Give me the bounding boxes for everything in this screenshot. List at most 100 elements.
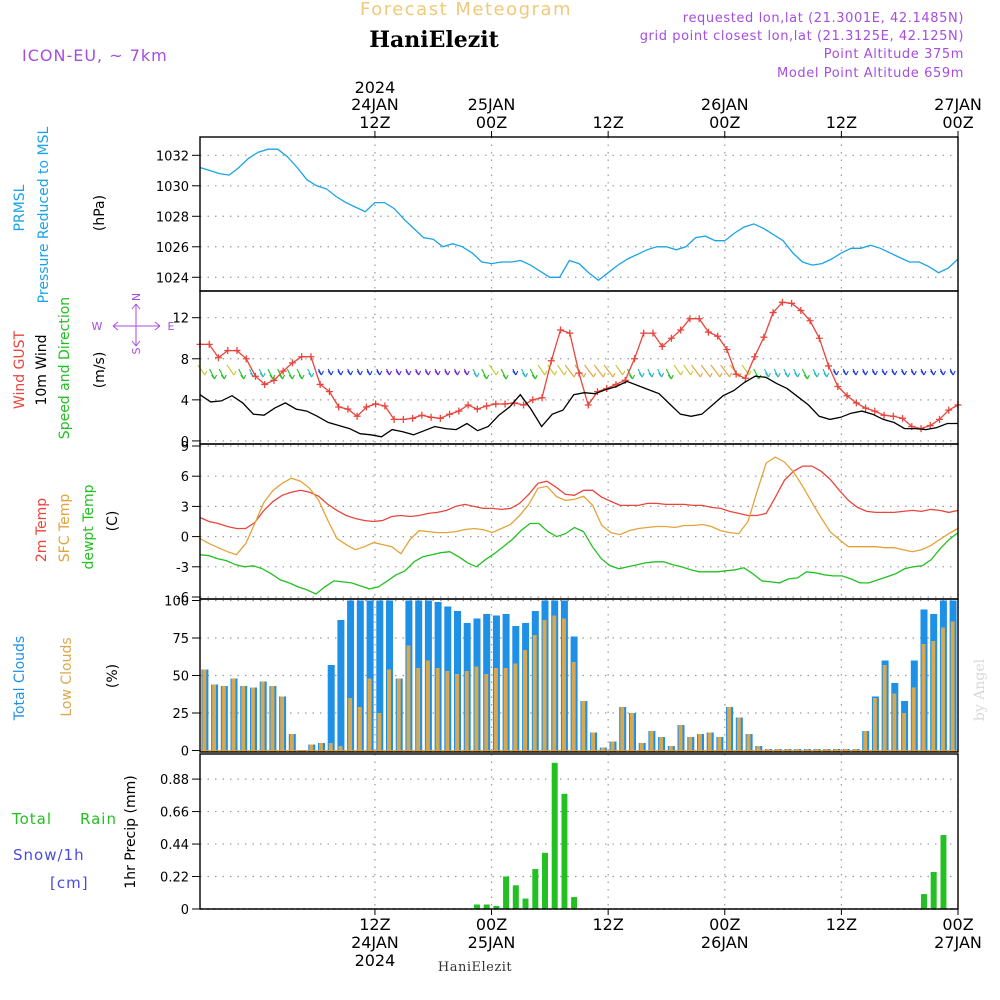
pressure-msl-label: Pressure Reduced to MSL	[36, 126, 52, 303]
panel-frame	[199, 598, 959, 753]
wind-arrow	[258, 368, 266, 378]
wind-arrow	[753, 368, 762, 380]
data-bar	[455, 674, 459, 752]
wind-arrow	[209, 368, 218, 380]
data-bar	[600, 747, 605, 752]
x-hour-label: 12Z	[592, 113, 623, 132]
cloud-labels: Total Clouds Low Clouds (%)	[12, 636, 121, 721]
gust-marker	[381, 402, 389, 410]
chart-title: Forecast Meteogram	[360, 0, 572, 20]
data-bar	[416, 668, 421, 752]
y-tick-label: 100	[164, 595, 189, 610]
data-bar	[464, 671, 469, 752]
wind-speed-dir-label: Speed and Direction	[57, 297, 73, 439]
y-tick-label: 0	[181, 531, 189, 546]
location-title: HaniElezit	[369, 27, 499, 53]
y-tick-label: 0	[181, 903, 189, 918]
x-day-label: 24JAN	[351, 933, 399, 952]
gust-marker	[288, 359, 296, 367]
gust-marker	[353, 412, 361, 420]
precip-total-label: Total	[11, 810, 52, 828]
wind-arrow	[615, 364, 626, 376]
pressure-panel: PRMSL Pressure Reduced to MSL (hPa) 1024…	[12, 126, 959, 303]
gust-marker	[335, 403, 343, 411]
gust-marker	[205, 340, 213, 348]
wind-arrow	[891, 368, 898, 376]
wind-arrow	[564, 364, 577, 378]
data-bar	[892, 693, 897, 752]
y-tick-label: 1028	[156, 210, 189, 225]
data-bar	[445, 671, 450, 752]
data-bar	[552, 615, 557, 752]
x-day-label: 27JAN	[934, 95, 982, 114]
series-line	[199, 375, 958, 438]
gust-marker	[520, 401, 528, 409]
wind-arrow	[673, 364, 684, 376]
gust-marker	[233, 347, 241, 355]
wind-arrow	[405, 368, 412, 376]
gust-marker	[788, 299, 796, 307]
data-bar	[561, 793, 568, 909]
wind-arrow	[521, 368, 529, 378]
data-bar	[571, 897, 577, 909]
y-tick-label: 9	[181, 440, 189, 455]
data-bar	[659, 737, 664, 752]
low-clouds-label: Low Clouds	[59, 637, 75, 716]
x-hour-label: 00Z	[709, 113, 740, 132]
clouds-panel: Total Clouds Low Clouds (%) by Angel 0 25…	[12, 595, 988, 760]
wind-arrow	[741, 364, 752, 376]
data-bar	[435, 668, 440, 752]
requested-coords: requested lon,lat (21.3001E, 42.1485N)	[683, 11, 964, 26]
data-bar	[873, 698, 877, 752]
wind-arrow	[286, 368, 295, 380]
gust-marker	[575, 369, 583, 377]
gust-marker	[251, 372, 259, 380]
y-tick-label: 0	[181, 745, 189, 760]
wind-arrow	[386, 368, 392, 376]
precip-rain-label: Rain	[80, 810, 117, 828]
data-bar	[532, 635, 537, 752]
wind-arrow	[657, 368, 665, 378]
wind-arrow	[574, 364, 587, 378]
data-bar	[319, 743, 323, 752]
compass-arrows-icon	[112, 303, 161, 347]
data-bar	[299, 750, 304, 752]
clouds-unit: (%)	[105, 664, 121, 688]
data-bar	[940, 835, 947, 909]
series-line	[199, 522, 959, 595]
gust-marker	[815, 334, 823, 342]
gust-marker	[825, 362, 833, 370]
wind-arrow	[424, 368, 431, 376]
plot-area: 0 4 8 12	[172, 290, 962, 450]
x-day-label: 26JAN	[701, 95, 749, 114]
wind-arrow	[415, 368, 422, 376]
y-tick-label: 0	[181, 435, 189, 450]
panel-frame	[199, 136, 959, 292]
wind-arrow	[444, 368, 451, 376]
gust-marker	[936, 415, 944, 423]
x-year-label: 2024	[355, 78, 396, 97]
gust-marker	[446, 410, 454, 418]
y-tick-label: 1024	[156, 271, 189, 286]
gust-marker	[372, 400, 380, 408]
data-bar	[221, 686, 226, 752]
gust-marker	[501, 400, 509, 408]
gust-marker	[649, 329, 657, 337]
gust-marker	[362, 403, 370, 411]
plot-area: 0 25 50 75 100	[164, 595, 959, 760]
data-bar	[202, 669, 207, 752]
pressure-labels: PRMSL Pressure Reduced to MSL (hPa)	[12, 126, 108, 303]
wind-arrow	[556, 364, 567, 376]
data-bar	[678, 725, 683, 752]
data-bar	[717, 737, 722, 752]
data-bar	[337, 620, 345, 752]
gust-marker	[926, 422, 934, 430]
x-hour-label: 00Z	[476, 113, 507, 132]
y-tick-label: 75	[172, 632, 189, 647]
data-bar	[921, 644, 926, 752]
y-tick-label: 8	[181, 353, 189, 368]
x-year-label: 2024	[355, 951, 396, 970]
wind-arrow	[347, 368, 354, 376]
